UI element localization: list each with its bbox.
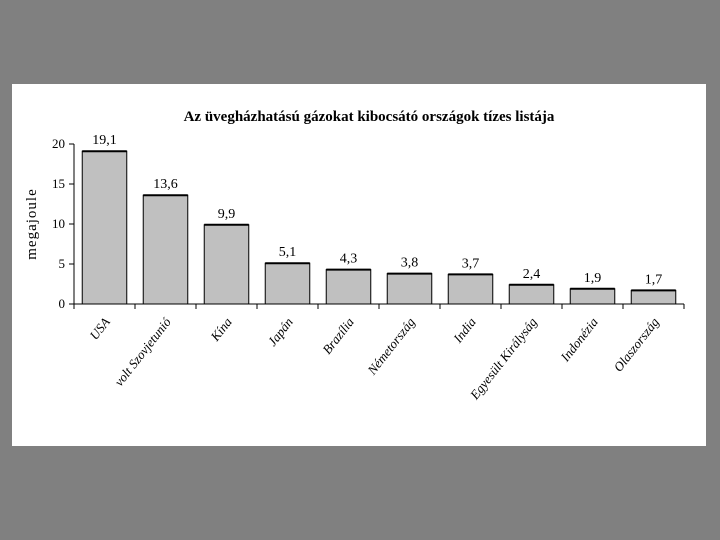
- y-tick-label: 5: [59, 256, 66, 271]
- category-label-9: Olaszország: [610, 314, 662, 374]
- y-tick-label: 15: [52, 176, 65, 191]
- bar-1: [142, 194, 189, 305]
- data-label-8: 1,9: [584, 271, 602, 286]
- data-label-3: 5,1: [279, 245, 297, 260]
- bar-0: [81, 150, 128, 305]
- y-tick-label: 20: [52, 136, 65, 151]
- y-tick-label: 10: [52, 216, 65, 231]
- bar-chart: Az üvegházhatású gázokat kibocsátó orszá…: [24, 109, 685, 403]
- category-label-7: Egyesült Királyság: [466, 314, 540, 403]
- chart-panel: Az üvegházhatású gázokat kibocsátó orszá…: [12, 84, 706, 446]
- data-label-7: 2,4: [523, 267, 541, 282]
- bar-2: [203, 224, 250, 305]
- bar-6: [447, 273, 494, 305]
- data-label-2: 9,9: [218, 207, 236, 222]
- bar-9: [630, 289, 677, 305]
- data-label-6: 3,7: [462, 256, 480, 271]
- category-label-4: Brazília: [319, 314, 357, 357]
- chart-title: Az üvegházhatású gázokat kibocsátó orszá…: [184, 109, 555, 125]
- bars: [81, 150, 677, 305]
- y-tick-label: 0: [59, 296, 66, 311]
- bar-7: [508, 284, 555, 305]
- data-label-5: 3,8: [401, 256, 419, 271]
- category-label-3: Japán: [264, 315, 295, 349]
- category-label-8: Indonézia: [557, 314, 601, 365]
- bar-4: [325, 269, 372, 305]
- category-label-2: Kína: [207, 314, 235, 344]
- category-label-5: Németország: [364, 314, 419, 378]
- bar-5: [386, 273, 433, 305]
- y-axis-title: megajoule: [24, 188, 40, 259]
- data-label-4: 4,3: [340, 252, 358, 267]
- bar-3: [264, 262, 311, 305]
- category-label-6: India: [450, 314, 480, 346]
- bar-8: [569, 288, 616, 305]
- category-label-1: volt Szovjetunió: [111, 314, 174, 389]
- data-label-0: 19,1: [92, 133, 117, 148]
- category-label-0: USA: [86, 315, 113, 343]
- data-label-9: 1,7: [645, 272, 663, 287]
- data-label-1: 13,6: [153, 177, 178, 192]
